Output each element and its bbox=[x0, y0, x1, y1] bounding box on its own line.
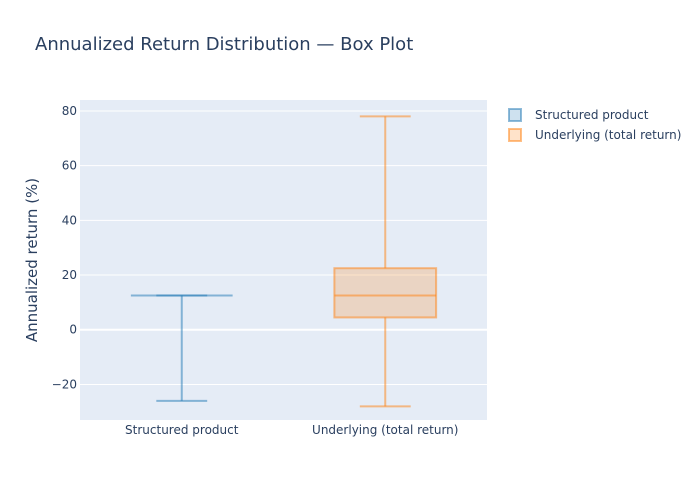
legend-item[interactable]: Underlying (total return) bbox=[508, 128, 681, 142]
x-tick-label: Underlying (total return) bbox=[312, 423, 458, 437]
plot-area bbox=[80, 100, 487, 420]
y-axis-title: Annualized return (%) bbox=[23, 178, 41, 342]
iqr-box bbox=[333, 267, 438, 319]
y-axis-ticks: −20 0 20 40 60 80 bbox=[52, 104, 77, 392]
y-tick-label: 60 bbox=[62, 159, 77, 173]
legend-label: Underlying (total return) bbox=[535, 128, 681, 142]
legend-swatch bbox=[508, 108, 522, 122]
gridlines bbox=[80, 110, 487, 385]
box-1[interactable] bbox=[130, 294, 233, 402]
box-2[interactable] bbox=[333, 115, 438, 408]
legend-label: Structured product bbox=[535, 108, 649, 122]
y-tick-label: 0 bbox=[69, 323, 77, 337]
y-tick-label: −20 bbox=[52, 377, 77, 391]
legend-item[interactable]: Structured product bbox=[508, 108, 649, 122]
y-tick-label: 80 bbox=[62, 104, 77, 118]
box-series bbox=[130, 115, 438, 408]
legend[interactable]: Structured product Underlying (total retu… bbox=[508, 108, 681, 142]
chart-title: Annualized Return Distribution — Box Plo… bbox=[35, 34, 413, 55]
x-axis-ticks: Structured product Underlying (total retu… bbox=[125, 423, 458, 437]
legend-swatch bbox=[508, 128, 522, 142]
x-tick-label: Structured product bbox=[125, 423, 239, 437]
y-tick-label: 40 bbox=[62, 213, 77, 227]
y-tick-label: 20 bbox=[62, 268, 77, 282]
